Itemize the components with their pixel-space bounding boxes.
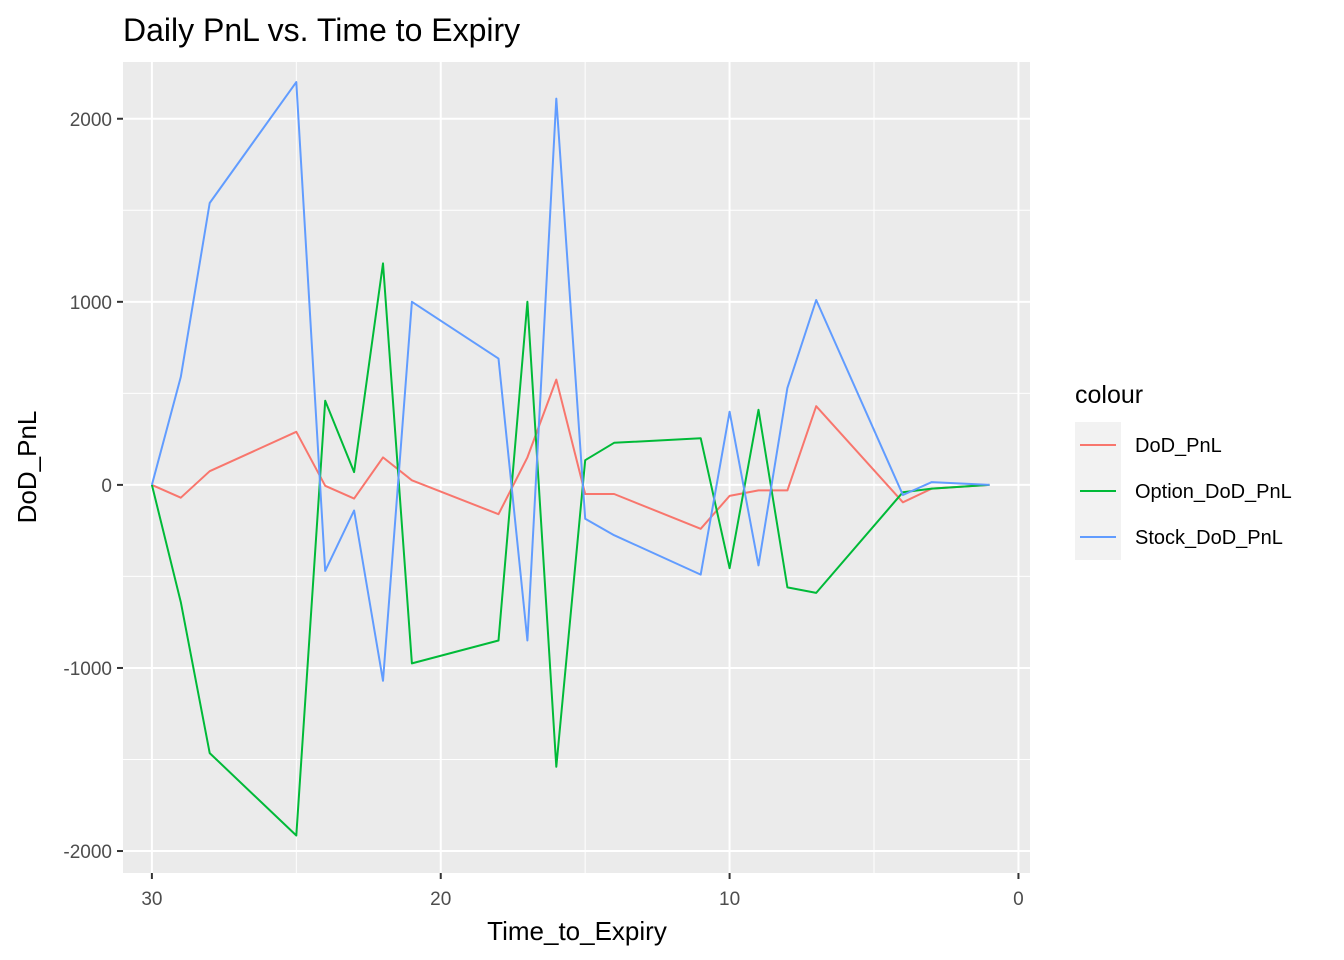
x-tick-label: 0 [1013, 889, 1024, 910]
y-tick-label: -1000 [63, 659, 112, 680]
x-axis-ticks: 30 20 10 0 [141, 873, 1024, 910]
series-line-dod-pnl [151, 378, 990, 530]
y-tick-label: 1000 [70, 293, 112, 314]
series-lines [150, 81, 990, 837]
legend-items: DoD_PnL Option_DoD_PnL Stock_DoD_PnL [1075, 422, 1292, 560]
y-axis-title: DoD_PnL [12, 411, 42, 524]
x-tick-label: 30 [141, 889, 162, 910]
series-line-stock-dod-pnl [150, 81, 990, 682]
series-line-option-dod-pnl [150, 262, 990, 837]
y-tick-label: 2000 [70, 110, 112, 131]
y-tick-label: 0 [101, 476, 112, 497]
legend-label: DoD_PnL [1135, 435, 1222, 457]
x-tick-label: 10 [719, 889, 740, 910]
x-tick-label: 20 [430, 889, 451, 910]
chart-title: Daily PnL vs. Time to Expiry [123, 12, 520, 48]
legend-label: Option_DoD_PnL [1135, 481, 1292, 503]
legend-title: colour [1075, 381, 1143, 409]
legend-label: Stock_DoD_PnL [1135, 527, 1283, 549]
plot-panel [123, 62, 1030, 873]
y-tick-label: -2000 [63, 842, 112, 863]
y-axis-ticks: 2000 1000 0 -1000 -2000 [63, 110, 123, 863]
legend: colour DoD_PnL Option_DoD_PnL Stock_DoD_Pn… [1075, 381, 1292, 560]
x-axis-title: Time_to_Expiry [487, 916, 667, 946]
major-gridlines [123, 62, 1030, 873]
